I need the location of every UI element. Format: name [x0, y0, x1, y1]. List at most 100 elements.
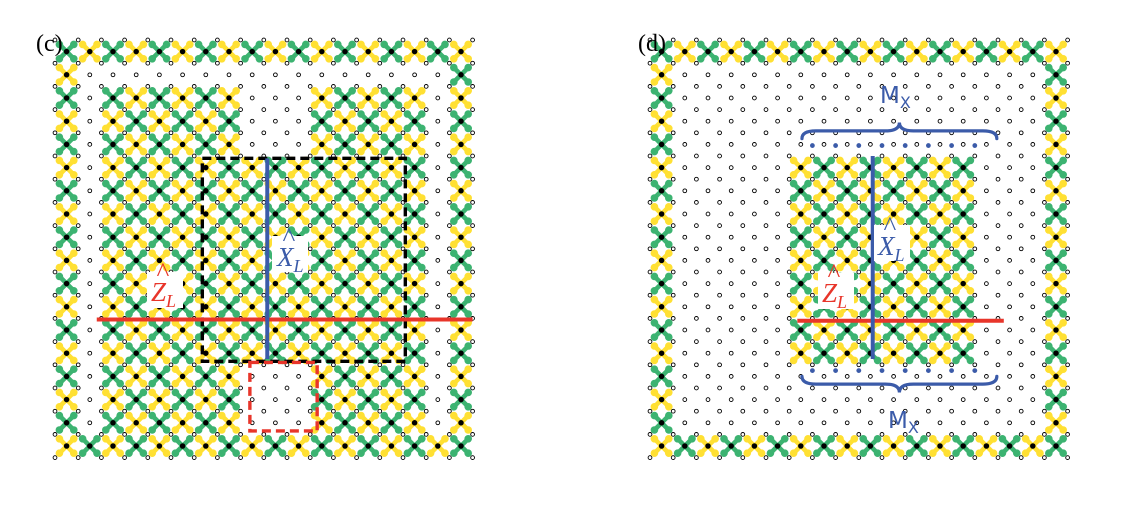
data-qubit: [377, 339, 383, 344]
plaquette-lobe: [125, 356, 133, 365]
ancilla-qubit-idle: [705, 234, 711, 240]
ancilla-qubit-idle: [914, 118, 920, 124]
data-qubit: [972, 60, 978, 66]
plaquette-lobe: [966, 217, 975, 225]
plaquette-lobe: [664, 435, 673, 443]
data-qubit: [75, 223, 81, 228]
ancilla-qubit-active: [658, 420, 665, 426]
data-qubit: [1018, 408, 1024, 414]
ancilla-qubit-active: [1006, 443, 1013, 449]
plaquette-lobe: [394, 263, 403, 272]
plaquette-lobe: [417, 333, 426, 341]
plaquette-lobe: [1059, 194, 1067, 202]
plaquette-lobe: [1059, 286, 1067, 295]
plaquette-lobe: [194, 249, 203, 258]
ancilla-qubit-active: [960, 211, 966, 217]
plaquette-lobe: [325, 388, 333, 397]
plaquette-lobe: [394, 54, 403, 63]
ancilla-qubit-idle: [273, 118, 278, 124]
plaquette-lobe: [827, 170, 835, 179]
plaquette-lobe: [162, 411, 171, 420]
ancilla-qubit-active: [272, 48, 279, 55]
plaquette-lobe: [209, 54, 217, 63]
plaquette-lobe: [873, 310, 882, 318]
plaquette-lobe: [464, 310, 472, 318]
plaquette-lobe: [394, 435, 403, 443]
plaquette-lobe: [417, 379, 426, 388]
ancilla-qubit-active: [914, 280, 920, 287]
plaquette-lobe: [380, 249, 389, 258]
ancilla-qubit-idle: [937, 397, 943, 402]
data-qubit: [145, 130, 151, 136]
data-qubit: [470, 246, 475, 252]
plaquette-lobe: [209, 342, 217, 350]
plaquette-lobe: [348, 426, 356, 434]
ancilla-qubit-active: [960, 188, 966, 194]
plaquette-lobe: [766, 40, 775, 49]
data-qubit: [1042, 339, 1047, 344]
ancilla-qubit-active: [319, 234, 325, 240]
plaquette-lobe: [650, 40, 659, 49]
data-qubit: [1065, 385, 1070, 391]
data-qubit: [972, 408, 978, 414]
plaquette-lobe: [371, 240, 380, 249]
panel-d-measured-qubit-bottom: [856, 368, 862, 373]
plaquette-lobe: [464, 101, 472, 109]
plaquette-lobe: [139, 156, 148, 165]
data-qubit: [168, 107, 174, 112]
data-qubit: [879, 385, 885, 391]
data-qubit: [307, 60, 313, 66]
plaquette-lobe: [850, 263, 859, 272]
plaquette-lobe: [952, 203, 960, 211]
plaquette-lobe: [264, 435, 273, 443]
plaquette-lobe: [334, 356, 342, 365]
data-qubit: [191, 176, 197, 182]
plaquette-lobe: [162, 426, 171, 434]
ancilla-qubit-idle: [752, 327, 757, 333]
plaquette-lobe: [301, 333, 310, 341]
ancilla-qubit-idle: [984, 165, 989, 170]
data-qubit: [670, 176, 676, 182]
data-qubit: [307, 339, 313, 344]
plaquette-lobe: [464, 54, 472, 63]
ancilla-qubit-active: [203, 350, 209, 356]
data-qubit: [694, 316, 699, 321]
data-qubit: [1065, 362, 1070, 368]
ancilla-qubit-active: [226, 95, 232, 101]
ancilla-qubit-active: [63, 304, 70, 310]
ancilla-qubit-active: [844, 211, 850, 217]
plaquette-lobe: [403, 449, 412, 457]
panel-d-z-hat: ^: [827, 258, 840, 288]
ancilla-qubit-active: [295, 48, 302, 55]
ancilla-qubit-active: [295, 164, 302, 171]
plaquette-lobe: [882, 170, 891, 179]
data-qubit: [647, 176, 653, 182]
data-qubit: [238, 269, 243, 275]
ancilla-qubit-active: [319, 280, 325, 287]
plaquette-lobe: [650, 133, 659, 142]
ancilla-qubit-active: [342, 327, 348, 333]
plaquette-lobe: [162, 449, 171, 457]
data-qubit: [191, 339, 197, 344]
ancilla-qubit-idle: [984, 281, 989, 286]
ancilla-qubit-active: [914, 234, 920, 240]
data-qubit: [145, 408, 151, 414]
plaquette-lobe: [102, 295, 110, 304]
plaquette-lobe: [1045, 226, 1053, 234]
plaquette-lobe: [148, 379, 157, 388]
data-qubit: [261, 223, 267, 228]
plaquette-lobe: [711, 40, 719, 49]
data-qubit: [740, 246, 746, 252]
ancilla-qubit-active: [110, 350, 116, 356]
plaquette-lobe: [464, 78, 472, 86]
plaquette-lobe: [789, 435, 798, 443]
plaquette-lobe: [873, 333, 882, 341]
data-qubit: [949, 223, 954, 228]
plaquette-lobe: [464, 40, 472, 49]
data-qubit: [168, 176, 174, 182]
plaquette-lobe: [69, 54, 78, 63]
plaquette-lobe: [102, 87, 110, 95]
ancilla-qubit-active: [63, 327, 70, 333]
ancilla-qubit-active: [156, 443, 163, 449]
ancilla-qubit-active: [63, 280, 70, 287]
